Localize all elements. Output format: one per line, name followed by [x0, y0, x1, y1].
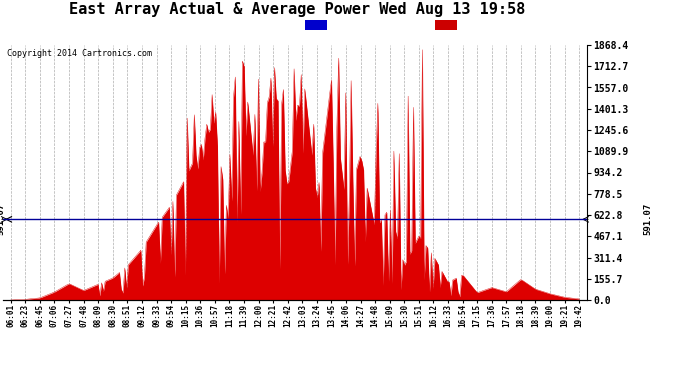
Text: 591.07: 591.07 — [0, 203, 6, 236]
Text: 591.07: 591.07 — [643, 203, 652, 236]
Text: Copyright 2014 Cartronics.com: Copyright 2014 Cartronics.com — [7, 49, 152, 58]
Legend: Average  (DC Watts), East Array  (DC Watts): Average (DC Watts), East Array (DC Watts… — [301, 16, 582, 34]
Text: East Array Actual & Average Power Wed Aug 13 19:58: East Array Actual & Average Power Wed Au… — [68, 2, 525, 17]
